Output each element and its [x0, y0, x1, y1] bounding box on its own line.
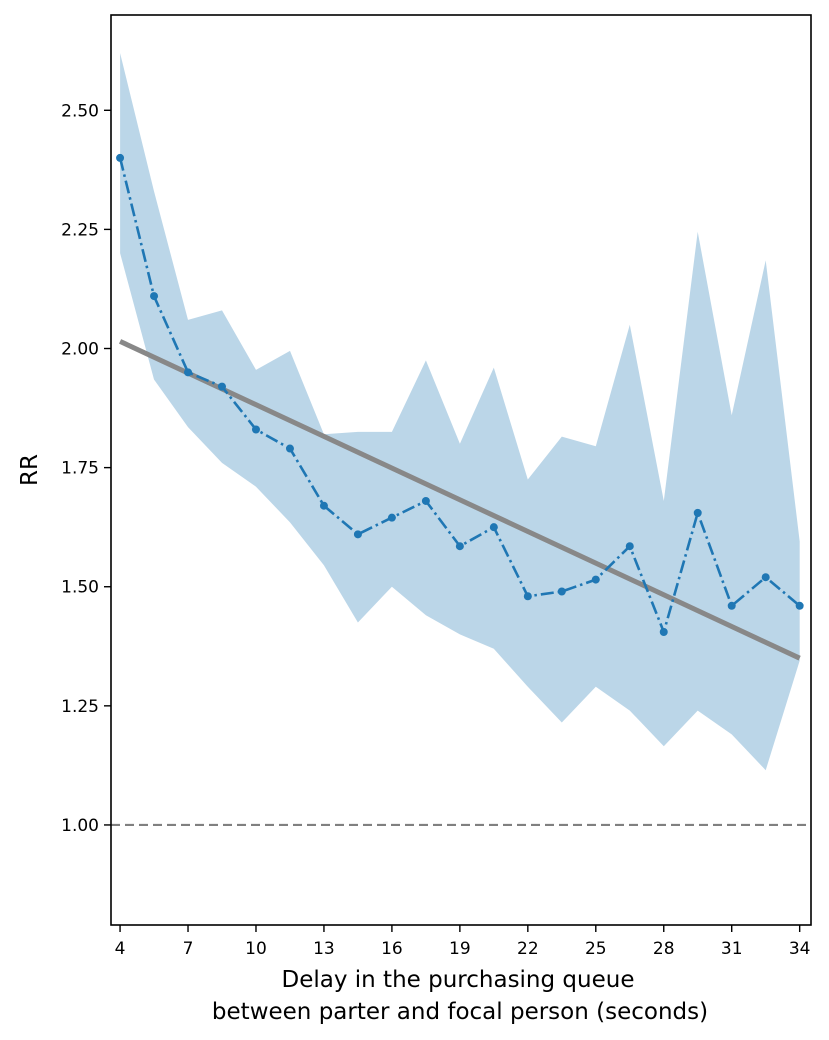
series-point	[184, 368, 193, 377]
x-tick-label: 16	[381, 939, 403, 959]
x-tick-label: 4	[115, 939, 126, 959]
confidence-band	[120, 53, 800, 771]
x-tick-label: 7	[183, 939, 194, 959]
y-tick-label: 1.00	[61, 816, 99, 836]
series-point	[387, 513, 396, 522]
y-tick-label: 1.75	[61, 459, 99, 479]
series-point	[455, 542, 464, 551]
axes: 4 7 10 13 16 19 22 25 28 31 34 1.00 1.25 1.50 1.75 2.00…	[61, 14, 812, 959]
x-tick-label: 10	[245, 939, 267, 959]
series-point	[150, 292, 159, 301]
series-point	[421, 496, 430, 505]
x-tick-label: 25	[585, 939, 607, 959]
series-point	[285, 444, 294, 453]
x-tick-label: 19	[449, 939, 471, 959]
series-point	[523, 592, 532, 601]
series-point	[591, 575, 600, 584]
series-point	[625, 542, 634, 551]
x-tick-label: 22	[517, 939, 539, 959]
series-point	[761, 573, 770, 582]
series-point	[557, 587, 566, 596]
series-point	[693, 508, 702, 517]
plot-frame	[110, 14, 812, 926]
y-axis-label: RR	[17, 454, 43, 486]
series-point	[659, 627, 668, 636]
y-tick-label: 2.00	[61, 340, 99, 360]
series-point	[116, 153, 125, 162]
x-tick-label: 28	[653, 939, 675, 959]
x-axis-title: Delay in the purchasing queue between pa…	[212, 967, 708, 1025]
y-tick-label: 1.25	[61, 697, 99, 717]
plot-area	[111, 53, 811, 827]
series-point	[353, 530, 362, 539]
trend-line	[119, 339, 801, 661]
series-point	[319, 501, 328, 510]
series-point	[218, 382, 227, 391]
y-tick-label: 1.50	[61, 578, 99, 598]
x-tick-label: 34	[789, 939, 811, 959]
series-point	[795, 601, 804, 610]
x-axis-label-line-1: Delay in the purchasing queue	[282, 967, 635, 993]
series-point	[727, 601, 736, 610]
y-tick-label: 2.50	[61, 101, 99, 121]
series-point	[251, 425, 260, 434]
x-tick-label: 31	[721, 939, 743, 959]
series-point	[489, 523, 498, 532]
x-tick-label: 13	[313, 939, 335, 959]
x-axis-label-line-2: between parter and focal person (seconds…	[212, 999, 708, 1025]
y-tick-label: 2.25	[61, 220, 99, 240]
